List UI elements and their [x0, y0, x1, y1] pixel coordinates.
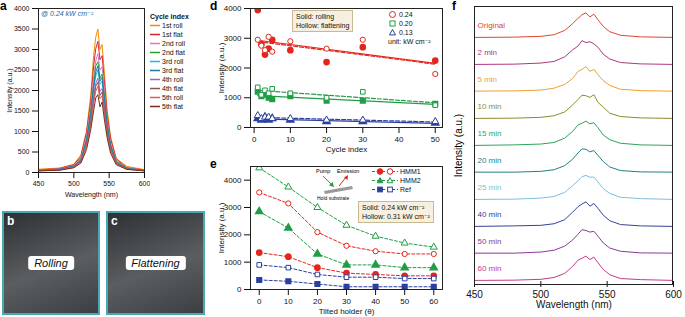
html-text:Cycle index: Cycle index [150, 13, 189, 20]
svg-text:50: 50 [400, 297, 409, 306]
html-text:1st flat: 1st flat [162, 31, 183, 38]
svg-text:3000: 3000 [14, 46, 30, 53]
svg-text:40: 40 [395, 135, 404, 144]
svg-text:Tilted holder (θ): Tilted holder (θ) [319, 307, 375, 316]
svg-text:500: 500 [18, 148, 30, 155]
svg-text:2000: 2000 [224, 230, 242, 239]
svg-text:1500: 1500 [14, 107, 30, 114]
html-text:0.24: 0.24 [399, 11, 413, 18]
html-text:Solid: rolling: Solid: rolling [296, 13, 335, 20]
html-text:b: b [7, 214, 15, 228]
svg-text:40: 40 [371, 297, 380, 306]
svg-text:500: 500 [68, 180, 80, 187]
svg-text:Intensity (a.u.): Intensity (a.u.) [217, 202, 226, 253]
svg-text:450: 450 [466, 289, 483, 300]
html-text:5th flat: 5th flat [162, 103, 183, 110]
svg-text:3500: 3500 [14, 25, 30, 32]
svg-text:0: 0 [26, 169, 30, 176]
html-text:d: d [210, 0, 218, 13]
html-text:@ 0.24 kW cm⁻²: @ 0.24 kW cm⁻² [41, 10, 93, 17]
svg-text:2000: 2000 [14, 87, 30, 94]
svg-text:4000: 4000 [224, 4, 242, 13]
svg-text:10: 10 [284, 297, 293, 306]
svg-text:20 min: 20 min [478, 156, 502, 165]
svg-text:Intensity (a.u.): Intensity (a.u.) [217, 42, 226, 93]
html-text:a: a [0, 0, 7, 13]
svg-text:Wavelength (nm): Wavelength (nm) [536, 299, 612, 310]
svg-text:Emission: Emission [337, 168, 359, 174]
svg-text:50: 50 [431, 135, 440, 144]
svg-text:25 min: 25 min [478, 183, 502, 192]
svg-text:10 min: 10 min [478, 102, 502, 111]
svg-text:60: 60 [429, 297, 438, 306]
html-text:0.13: 0.13 [399, 29, 413, 36]
svg-text:500: 500 [532, 288, 550, 300]
svg-text:30: 30 [342, 297, 351, 306]
svg-text:60 min: 60 min [478, 264, 502, 273]
svg-text:10: 10 [286, 135, 295, 144]
svg-text:Original: Original [478, 21, 506, 30]
html-text:2nd roll: 2nd roll [162, 40, 185, 47]
html-text:c: c [111, 214, 118, 228]
svg-text:0: 0 [257, 297, 262, 306]
svg-text:2000: 2000 [224, 64, 242, 73]
svg-text:2500: 2500 [14, 66, 30, 73]
html-text:Flattening: Flattening [131, 257, 180, 269]
svg-text:20: 20 [322, 135, 331, 144]
svg-text:1000: 1000 [14, 128, 30, 135]
html-text:HMM1: HMM1 [400, 168, 421, 175]
html-text:Rolling: Rolling [34, 257, 68, 269]
html-text:1st roll: 1st roll [162, 22, 183, 29]
svg-text:4000: 4000 [224, 176, 242, 185]
svg-text:4000: 4000 [14, 5, 30, 12]
svg-text:0: 0 [237, 285, 242, 294]
svg-text:0: 0 [237, 123, 242, 132]
html-text:3rd flat: 3rd flat [162, 67, 184, 74]
html-text:0.20: 0.20 [399, 20, 413, 27]
html-text:unit: kW cm⁻²: unit: kW cm⁻² [388, 38, 431, 45]
html-text:e: e [210, 157, 217, 171]
svg-text:450: 450 [33, 180, 45, 187]
html-text:Hollow: flattening: Hollow: flattening [296, 22, 350, 29]
html-text:Hollow: 0.31 kW cm⁻²: Hollow: 0.31 kW cm⁻² [362, 213, 430, 220]
html-text:HMM2: HMM2 [400, 177, 421, 184]
svg-text:1000: 1000 [224, 93, 242, 102]
svg-text:550: 550 [598, 288, 616, 300]
svg-text:3000: 3000 [224, 203, 242, 212]
svg-text:Pump: Pump [316, 168, 330, 174]
svg-text:Intensity (a.u.): Intensity (a.u.) [453, 114, 464, 177]
svg-text:50 min: 50 min [478, 237, 502, 246]
html-text:Ref: Ref [400, 186, 411, 193]
svg-text:2 min: 2 min [478, 48, 498, 57]
svg-text:Hold substrate: Hold substrate [317, 195, 349, 201]
svg-text:5 min: 5 min [478, 75, 498, 84]
html-text:4th roll: 4th roll [162, 76, 183, 83]
svg-text:30: 30 [358, 135, 367, 144]
html-text:5th roll: 5th roll [162, 94, 183, 101]
svg-text:550: 550 [103, 180, 115, 187]
svg-text:Cycle index: Cycle index [326, 145, 367, 154]
svg-text:600: 600 [665, 289, 682, 300]
html-text:f: f [452, 0, 456, 13]
html-text:3rd roll: 3rd roll [162, 58, 184, 65]
svg-text:600: 600 [139, 180, 150, 187]
html-text:2nd flat: 2nd flat [162, 49, 185, 56]
svg-text:40 min: 40 min [478, 210, 502, 219]
html-text:Solid: 0.24 kW cm⁻²: Solid: 0.24 kW cm⁻² [362, 204, 425, 211]
html-text:4th flat: 4th flat [162, 85, 183, 92]
svg-text:Intensity (a.u.): Intensity (a.u.) [6, 68, 14, 112]
svg-text:Wavelength (nm): Wavelength (nm) [65, 191, 118, 199]
svg-text:3000: 3000 [224, 34, 242, 43]
svg-text:0: 0 [252, 135, 257, 144]
svg-text:15 min: 15 min [478, 129, 502, 138]
svg-text:20: 20 [313, 297, 322, 306]
svg-text:1000: 1000 [224, 258, 242, 267]
